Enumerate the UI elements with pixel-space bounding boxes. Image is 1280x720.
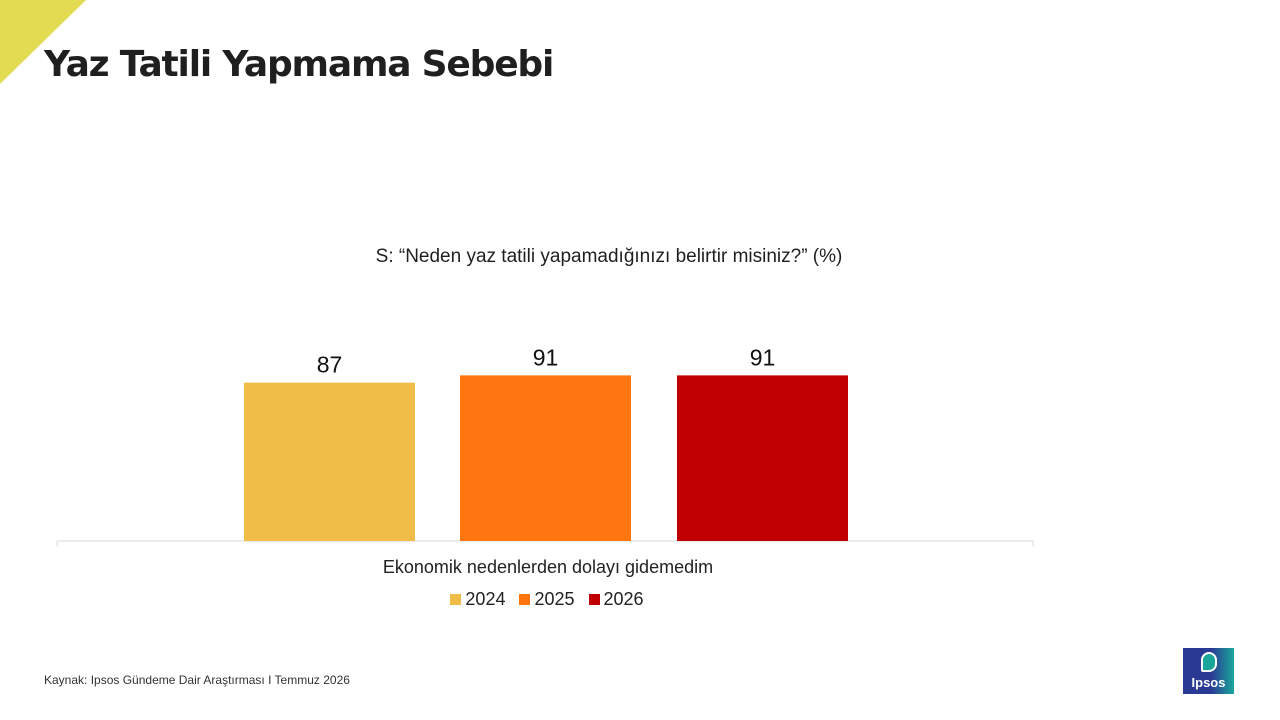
category-label: Ekonomik nedenlerden dolayı gidemedim (383, 557, 713, 577)
legend-swatch (450, 594, 462, 605)
corner-accent (0, 0, 86, 84)
logo-mark-icon (1201, 652, 1217, 672)
bar-2024 (244, 382, 415, 541)
source-note: Kaynak: Ipsos Gündeme Dair Araştırması I… (44, 673, 350, 687)
chart-question: S: “Neden yaz tatili yapamadığınızı beli… (375, 246, 843, 267)
chart-legend: 2024 2025 2026 (0, 589, 1094, 610)
legend-label: 2024 (465, 589, 506, 609)
data-label-2025: 91 (533, 344, 559, 370)
legend-item-2025: 2025 (519, 589, 575, 610)
legend-swatch (519, 594, 531, 605)
logo-text: Ipsos (1191, 675, 1226, 690)
ipsos-logo: Ipsos (1183, 648, 1234, 694)
data-label-2024: 87 (317, 352, 343, 378)
bar-2025 (460, 375, 631, 541)
legend-label: 2025 (534, 589, 575, 609)
legend-swatch (588, 594, 600, 605)
legend-item-2024: 2024 (450, 589, 505, 610)
data-label-2026: 91 (750, 344, 776, 370)
bar-2026 (677, 375, 848, 541)
legend-label: 2026 (603, 589, 644, 609)
page-title: Yaz Tatili Yapmama Sebebi (44, 44, 554, 85)
legend-item-2026: 2026 (588, 589, 644, 610)
